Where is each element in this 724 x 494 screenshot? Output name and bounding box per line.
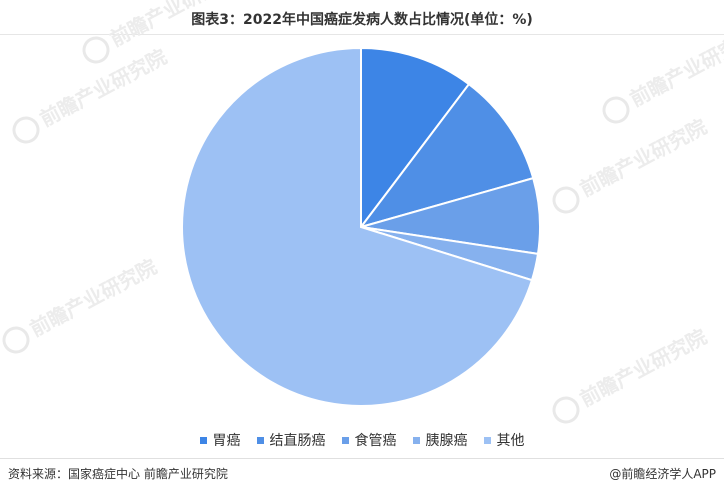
svg-text:前瞻产业研究院: 前瞻产业研究院 bbox=[626, 24, 724, 111]
legend-item-2: 结直肠癌 bbox=[256, 430, 326, 450]
watermark: 前瞻产业研究院 bbox=[2, 254, 161, 354]
chart-title: 图表3：2022年中国癌症发病人数占比情况(单位：%) bbox=[191, 12, 533, 28]
svg-text:前瞻产业研究院: 前瞻产业研究院 bbox=[576, 114, 711, 201]
legend-item-5: 其他 bbox=[483, 430, 525, 450]
pie-slice-2 bbox=[358, 82, 535, 229]
source-note: 资料来源：国家癌症中心 前瞻产业研究院 bbox=[8, 467, 228, 481]
watermark: 前瞻产业研究院 bbox=[552, 324, 711, 424]
title-divider bbox=[0, 34, 724, 35]
legend-swatch bbox=[199, 436, 207, 444]
svg-text:前瞻产业研究院: 前瞻产业研究院 bbox=[576, 324, 711, 411]
watermark: 前瞻产业研究院 bbox=[602, 24, 724, 124]
legend-label: 结直肠癌 bbox=[269, 433, 326, 449]
watermark: 前瞻产业研究院 bbox=[552, 114, 711, 214]
legend-label: 胰腺癌 bbox=[425, 433, 468, 449]
svg-text:前瞻产业研究院: 前瞻产业研究院 bbox=[26, 254, 161, 341]
legend-label: 食管癌 bbox=[354, 433, 397, 449]
legend-swatch bbox=[341, 436, 349, 444]
legend-item-1: 胃癌 bbox=[199, 430, 241, 450]
pie-slices bbox=[181, 46, 541, 407]
footer: 资料来源：国家癌症中心 前瞻产业研究院 @前瞻经济学人APP bbox=[8, 465, 716, 482]
chart-legend: 胃癌 结直肠癌 食管癌 胰腺癌 其他 bbox=[0, 430, 724, 450]
legend-swatch bbox=[412, 436, 420, 444]
legend-item-4: 胰腺癌 bbox=[412, 430, 468, 450]
legend-item-3: 食管癌 bbox=[341, 430, 397, 450]
pie-slice-1 bbox=[360, 46, 471, 230]
legend-label: 胃癌 bbox=[212, 433, 241, 449]
legend-swatch bbox=[483, 436, 491, 444]
svg-text:前瞻产业研究院: 前瞻产业研究院 bbox=[36, 44, 171, 131]
brand-note: @前瞻经济学人APP bbox=[609, 467, 716, 481]
svg-text:前瞻产业研究院: 前瞻产业研究院 bbox=[106, 0, 241, 51]
footer-divider bbox=[0, 458, 724, 459]
legend-label: 其他 bbox=[496, 433, 525, 449]
legend-swatch bbox=[256, 436, 264, 444]
pie-slice-5 bbox=[181, 46, 534, 407]
